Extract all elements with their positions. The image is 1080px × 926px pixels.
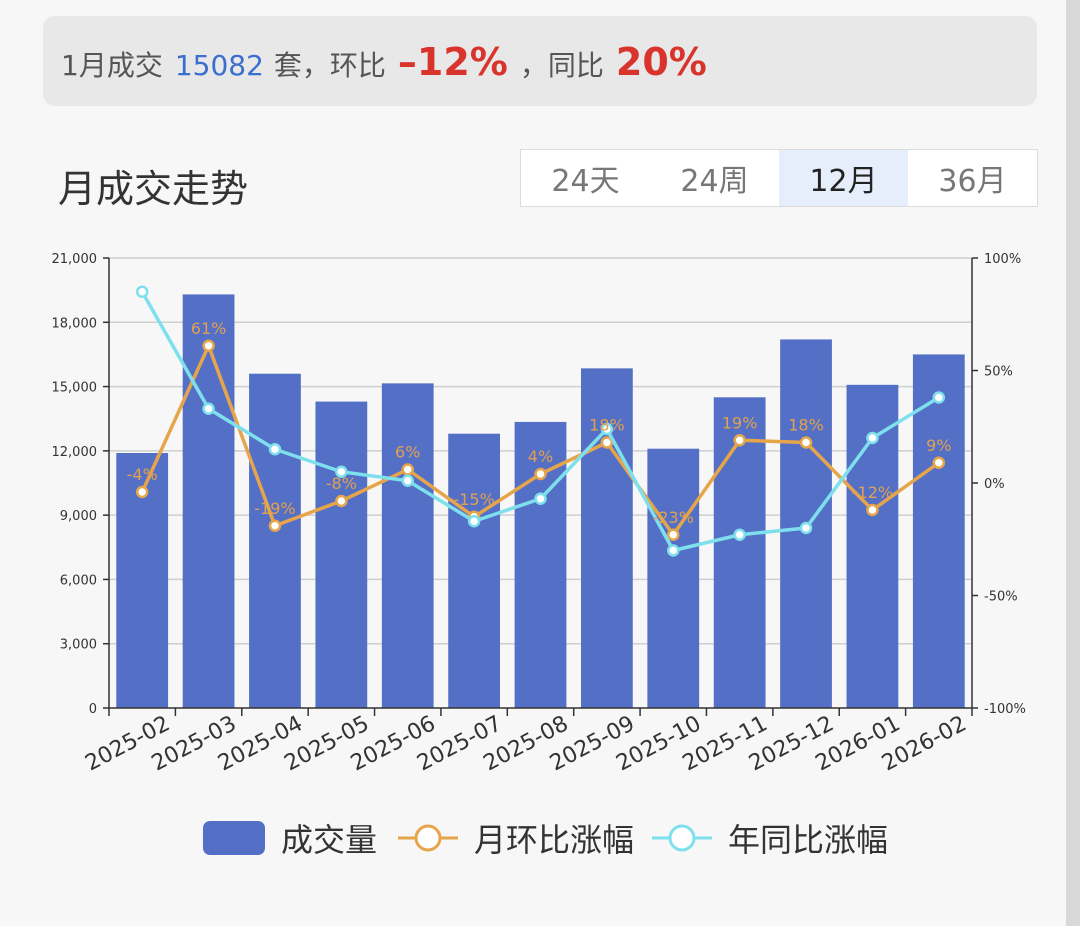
legend-item-volume[interactable]: 成交量 bbox=[203, 808, 377, 868]
mom-data-label: -15% bbox=[453, 490, 494, 509]
tab-24-weeks[interactable]: 24周 bbox=[680, 164, 749, 199]
bar bbox=[249, 373, 301, 708]
bar bbox=[182, 294, 235, 708]
mom-data-label: 4% bbox=[528, 447, 553, 466]
y-right-tick-label: -50% bbox=[984, 590, 1018, 605]
mom-point bbox=[799, 436, 813, 449]
bar bbox=[381, 383, 434, 708]
tab-36-months[interactable]: 36月 bbox=[938, 164, 1007, 199]
mom-point bbox=[667, 528, 680, 541]
legend-label-yoy: 年同比涨幅 bbox=[728, 821, 889, 859]
mom-point bbox=[733, 434, 746, 447]
legend-swatch-bar bbox=[203, 821, 265, 855]
yoy-point bbox=[534, 492, 547, 505]
tab-12-months[interactable]: 12月 bbox=[779, 150, 908, 206]
mom-point bbox=[202, 339, 215, 352]
mom-data-label: -23% bbox=[653, 508, 694, 527]
monthly-volume-chart: 0 3,000 6,000 9,000 12,000 15,000 18,000 21,000… bbox=[52, 252, 1026, 776]
legend-item-mom[interactable]: 月环比涨幅 bbox=[396, 808, 634, 868]
yoy-point bbox=[733, 528, 746, 541]
yoy-point bbox=[799, 521, 813, 535]
summary-unit: 套，环比 bbox=[273, 49, 386, 82]
y-right-tick-label: 50% bbox=[984, 365, 1013, 380]
yoy-point bbox=[866, 431, 879, 445]
mom-data-label: -8% bbox=[326, 474, 357, 493]
summary-text: 1月成交 15082 套，环比 –12% ，同比 20% bbox=[61, 40, 719, 84]
y-left-tick-label: 15,000 bbox=[52, 381, 98, 396]
legend-item-yoy[interactable]: 年同比涨幅 bbox=[650, 808, 888, 868]
bar bbox=[912, 354, 965, 708]
mom-point bbox=[335, 494, 348, 508]
y-left-tick-label: 21,000 bbox=[52, 252, 98, 267]
summary-card: 1月成交 15082 套，环比 –12% ，同比 20% bbox=[43, 16, 1037, 106]
mom-point bbox=[268, 519, 282, 532]
mom-data-label: 19% bbox=[722, 413, 758, 432]
y-left-tick-label: 0 bbox=[89, 702, 97, 717]
summary-prefix: 1月成交 bbox=[61, 49, 163, 82]
mom-data-label: -12% bbox=[852, 483, 893, 502]
yoy-point bbox=[202, 402, 215, 415]
y-right-tick-label: 0% bbox=[984, 477, 1005, 492]
mom-data-label: 18% bbox=[788, 416, 824, 435]
summary-volume: 15082 bbox=[174, 49, 264, 82]
yoy-point bbox=[932, 391, 946, 404]
scrollbar[interactable] bbox=[1066, 0, 1080, 926]
yoy-point bbox=[467, 515, 481, 528]
mom-data-label: 6% bbox=[395, 443, 420, 462]
tab-24-days[interactable]: 24天 bbox=[551, 164, 620, 199]
mom-data-label: -19% bbox=[254, 499, 295, 518]
legend-label-volume: 成交量 bbox=[281, 821, 378, 859]
yoy-point bbox=[401, 474, 414, 487]
yoy-point bbox=[268, 443, 282, 456]
bar bbox=[647, 448, 700, 708]
yoy-point bbox=[667, 544, 680, 557]
yoy-point bbox=[135, 285, 149, 298]
mom-point bbox=[600, 436, 614, 449]
yoy-point bbox=[600, 422, 614, 436]
y-left-tick-label: 9,000 bbox=[60, 509, 97, 524]
y-left-tick-label: 12,000 bbox=[52, 445, 98, 460]
mom-point bbox=[932, 456, 946, 469]
legend-label-mom: 月环比涨幅 bbox=[474, 821, 635, 859]
legend-swatch-mom bbox=[398, 824, 458, 852]
mom-data-label: 9% bbox=[926, 436, 951, 455]
y-left-tick-label: 3,000 bbox=[60, 638, 97, 653]
bar bbox=[713, 397, 766, 708]
range-tabs: 24天 24周 12月 36月 bbox=[520, 149, 1038, 207]
mom-point bbox=[401, 463, 414, 476]
mom-data-label: -4% bbox=[127, 465, 158, 484]
summary-mom: –12% bbox=[397, 40, 508, 84]
chart-legend: 成交量 月环比涨幅 年同比涨幅 bbox=[0, 808, 1080, 868]
summary-yoy: 20% bbox=[615, 40, 707, 84]
mom-point bbox=[866, 503, 879, 517]
section-title: 月成交走势 bbox=[58, 167, 249, 211]
bar bbox=[315, 401, 368, 708]
mom-point bbox=[135, 485, 149, 499]
y-right-tick-label: 100% bbox=[984, 252, 1021, 267]
mom-data-label: 61% bbox=[191, 319, 227, 338]
mom-data-label: 18% bbox=[589, 416, 625, 435]
y-right-tick-label: -100% bbox=[984, 702, 1026, 717]
y-left-tick-label: 18,000 bbox=[52, 316, 98, 331]
yoy-point bbox=[335, 465, 348, 478]
summary-sep: ，同比 bbox=[519, 49, 604, 82]
bar bbox=[448, 433, 501, 708]
mom-point bbox=[534, 467, 547, 481]
legend-swatch-yoy bbox=[652, 824, 712, 852]
y-left-tick-label: 6,000 bbox=[60, 573, 97, 588]
